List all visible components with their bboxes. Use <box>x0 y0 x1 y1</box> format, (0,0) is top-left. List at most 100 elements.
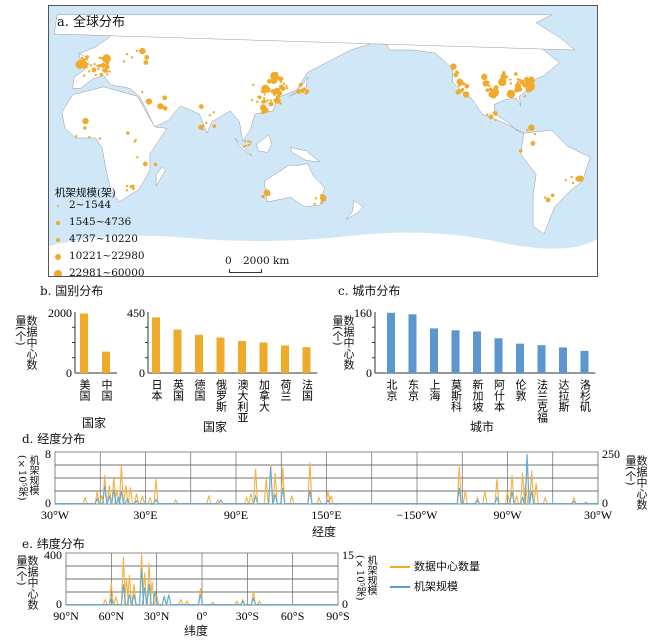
c-bar <box>516 343 524 373</box>
datacenter-dot <box>94 73 97 77</box>
datacenter-dot <box>132 187 135 191</box>
map-canvas <box>49 14 597 276</box>
datacenter-dot <box>300 88 305 93</box>
datacenter-dot <box>104 69 109 73</box>
b2-xtick: 日本 <box>150 379 163 402</box>
datacenter-dot <box>456 78 463 86</box>
panel-c-title: c. 城市分布 <box>338 284 401 298</box>
e-xtick: 0° <box>197 609 208 623</box>
datacenter-dot <box>262 107 269 114</box>
c-xtick: 洛杉矶 <box>579 378 592 413</box>
b2-ytick-max: 450 <box>127 306 145 320</box>
datacenter-dot <box>526 128 529 132</box>
datacenter-dot <box>201 127 204 131</box>
datacenter-dot <box>280 86 286 91</box>
legend-count-swatch <box>390 566 410 568</box>
datacenter-dot <box>488 87 493 91</box>
c-ylabel: 数据中心数量(个) <box>331 315 355 370</box>
datacenter-dot <box>525 76 529 80</box>
datacenter-dot <box>82 74 86 77</box>
legend-label: 4737~10220 <box>69 233 138 245</box>
legend-label: 1545~4736 <box>69 216 132 228</box>
landmass-samerica <box>520 129 591 235</box>
b2-xtick: 德国 <box>193 378 206 402</box>
datacenter-dot <box>494 118 497 122</box>
datacenter-dot <box>524 84 528 87</box>
datacenter-dot <box>262 97 266 100</box>
datacenter-dot <box>255 100 259 104</box>
datacenter-dot <box>125 52 129 56</box>
scale-bar <box>229 269 262 273</box>
c-xtick: 阿什本 <box>493 379 506 413</box>
e-xtick: 90°N <box>53 609 79 623</box>
datacenter-dot <box>320 201 324 204</box>
c-xlabel: 城市 <box>470 420 495 434</box>
world-map: a. 全球分布 机架规模(架) 2~1544 1545~4736 4737~1022… <box>48 5 598 277</box>
landmass-australia <box>263 163 325 208</box>
datacenter-dot <box>525 86 532 93</box>
datacenter-dot <box>80 56 84 60</box>
landmass-newzealand <box>345 199 364 220</box>
datacenter-dot <box>98 56 101 60</box>
datacenter-dot <box>85 57 89 60</box>
datacenter-dot <box>257 95 262 100</box>
datacenter-dot <box>488 84 491 87</box>
datacenter-dot <box>564 179 567 182</box>
datacenter-dot <box>550 193 555 198</box>
c-bar <box>559 347 567 373</box>
b2-bar <box>173 329 182 373</box>
b2-xtick: 荷兰 <box>279 379 292 401</box>
d-ytick-right-max: 250 <box>602 447 620 461</box>
b2-bar <box>195 334 203 373</box>
datacenter-dot <box>92 68 95 72</box>
datacenter-dot <box>136 156 139 159</box>
datacenter-dot <box>93 63 96 66</box>
datacenter-dot <box>266 192 271 196</box>
datacenter-dot <box>97 67 100 71</box>
b1-xtick: 美国 <box>78 379 91 402</box>
datacenter-dot <box>78 59 82 62</box>
d-xtick: 150°E <box>311 508 341 522</box>
datacenter-dot <box>273 74 276 77</box>
d-ylabel-left: 机架规模(×10⁵架) <box>16 455 38 501</box>
legend-count-label: 数据中心数量 <box>414 560 480 573</box>
datacenter-dot <box>81 64 85 68</box>
c-xtick: 法兰克福 <box>536 378 549 424</box>
datacenter-dot <box>105 66 108 70</box>
datacenter-dot <box>208 113 212 117</box>
datacenter-dot <box>134 138 137 141</box>
datacenter-dot <box>492 110 498 116</box>
datacenter-dot <box>464 83 470 89</box>
b2-bar <box>281 345 289 373</box>
datacenter-dot <box>320 193 324 198</box>
datacenter-dot <box>106 73 109 76</box>
landmass-greenland <box>53 14 576 51</box>
c-xtick: 伦敦 <box>514 378 527 402</box>
datacenter-dot <box>201 124 205 127</box>
e-ylabel-left: 数据中心数量(个) <box>15 555 39 610</box>
datacenter-dot <box>296 89 301 94</box>
datacenter-dot <box>108 70 111 73</box>
datacenter-dot <box>577 175 584 182</box>
datacenter-dot <box>141 90 144 94</box>
landmass-newguinea <box>290 147 321 163</box>
datacenter-dot <box>212 111 216 114</box>
legend-dot-icon <box>53 269 63 276</box>
legend-rack-swatch <box>390 586 410 588</box>
datacenter-dot <box>249 141 253 144</box>
b2-bar <box>216 337 225 373</box>
b1-bar <box>102 351 110 373</box>
scale-zero: 0 <box>225 255 232 267</box>
datacenter-dot <box>570 175 573 179</box>
datacenter-dot <box>125 189 129 192</box>
b2-bar <box>302 347 311 373</box>
legend-dot-icon <box>56 204 60 208</box>
datacenter-dot <box>458 84 461 88</box>
landmass-antarctica <box>49 232 597 276</box>
datacenter-dot <box>243 140 247 143</box>
b1-ytick-0: 0 <box>66 366 72 380</box>
c-bar <box>580 350 589 373</box>
datacenter-dot <box>530 141 536 146</box>
datacenter-dot <box>509 82 513 85</box>
